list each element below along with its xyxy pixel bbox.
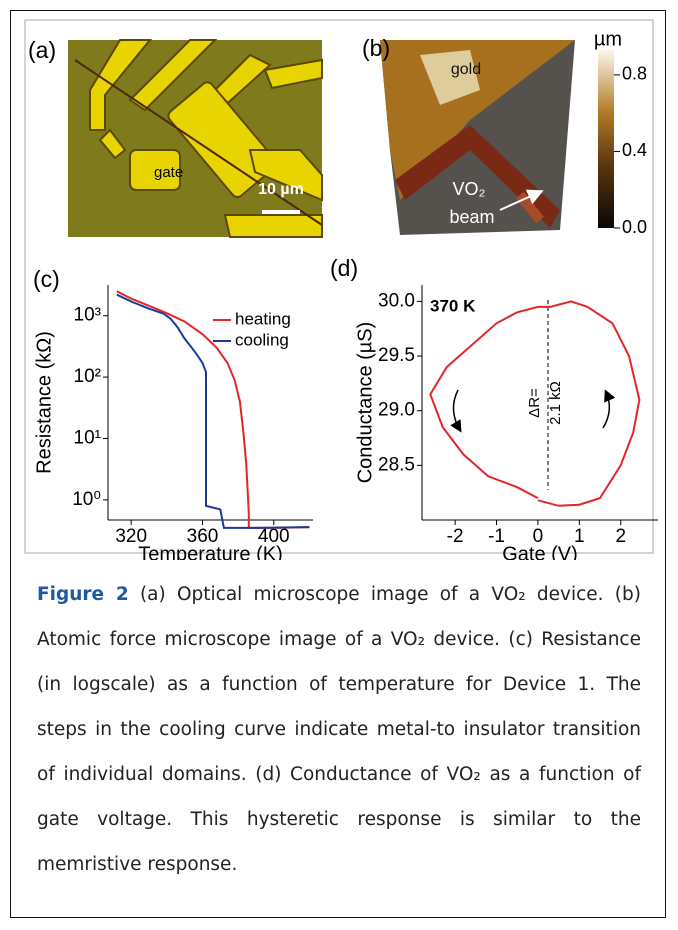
x-tick-label: 2 — [615, 526, 626, 547]
annotation: gate — [154, 164, 183, 181]
arrow — [453, 390, 460, 430]
panel-label: (a) — [28, 37, 56, 63]
caption-text: (a) Optical microscope image of a VO₂ de… — [37, 584, 641, 875]
y-tick-label: 10¹ — [74, 427, 101, 448]
y-tick-label: 10² — [74, 366, 101, 387]
annotation: 2.1 kΩ — [547, 381, 564, 425]
colorbar-tick-label: 0.4 — [622, 140, 647, 160]
y-tick-label: 28.5 — [378, 454, 415, 475]
y-tick-label: 10³ — [74, 305, 101, 326]
figure: gate 10 µm (a) gold VO₂ beam (b) µm 370 … — [0, 0, 678, 560]
x-axis-title: Gate (V) — [502, 543, 578, 560]
arrow — [603, 392, 609, 428]
panel-label: (d) — [330, 255, 358, 281]
annotation: 10 µm — [258, 181, 304, 198]
y-tick-label: 10⁰ — [72, 489, 101, 510]
y-axis-title: Conductance (µS) — [354, 322, 376, 484]
caption-label: Figure 2 — [37, 584, 129, 605]
colorbar-tick-label: 0.0 — [622, 217, 647, 237]
colorbar-tick-label: 0.8 — [622, 64, 647, 84]
legend-label: heating — [235, 309, 291, 328]
y-axis-title: Resistance (kΩ) — [33, 331, 55, 474]
page: gate 10 µm (a) gold VO₂ beam (b) µm 370 … — [0, 0, 678, 930]
y-tick-label: 29.0 — [378, 400, 415, 421]
x-axis-title: Temperature (K) — [138, 543, 283, 560]
y-tick-label: 29.5 — [378, 345, 415, 366]
annotation: gold — [451, 61, 481, 78]
y-tick-label: 30.0 — [378, 290, 415, 311]
x-tick-label: -2 — [447, 526, 464, 547]
legend-label: cooling — [235, 330, 289, 349]
colorbar-label: µm — [594, 28, 622, 50]
annotation: 370 K — [430, 296, 476, 315]
annotation: VO₂ — [453, 179, 486, 199]
panel-label: (b) — [362, 35, 390, 61]
annotation: ΔR= — [526, 388, 543, 418]
annotation: beam — [449, 207, 494, 227]
optical-image — [68, 40, 322, 237]
colorbar — [598, 50, 614, 228]
panel-label: (c) — [33, 266, 60, 292]
caption: Figure 2 (a) Optical microscope image of… — [37, 572, 641, 887]
